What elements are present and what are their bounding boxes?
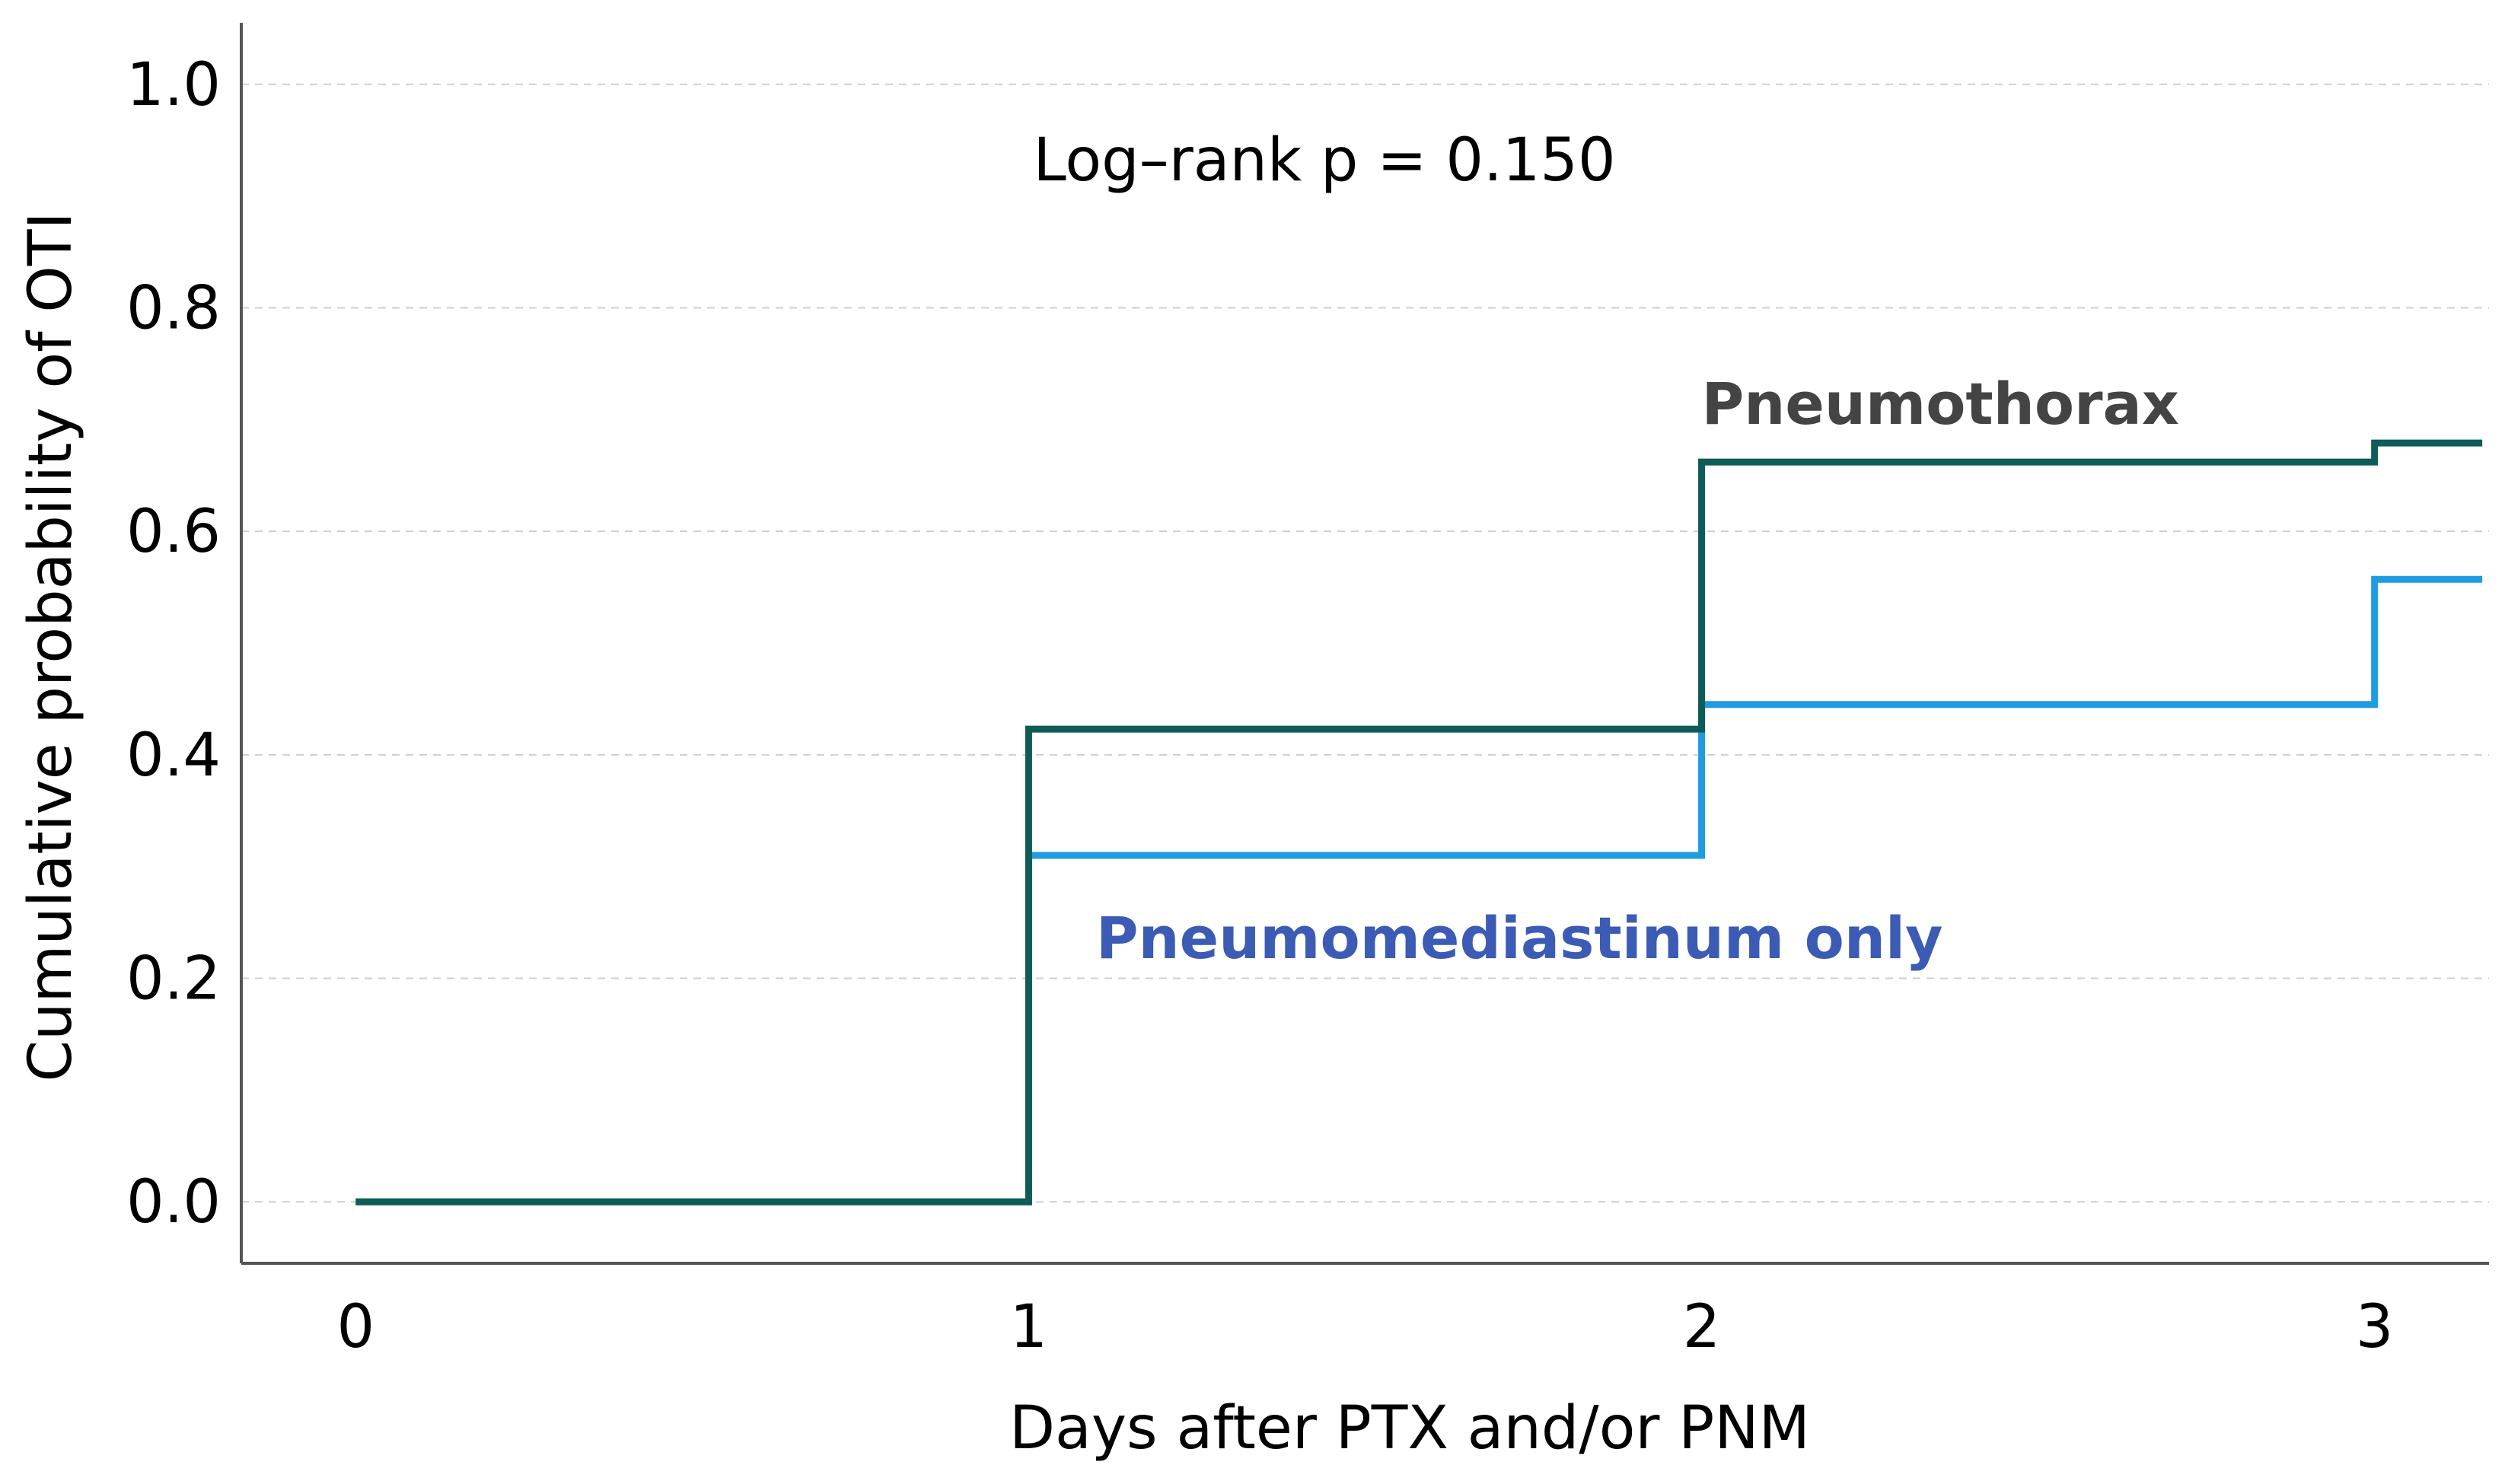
series-label-1: Pneumothorax (1702, 370, 2179, 438)
y-axis-title: Cumulative probability of OTI (17, 212, 85, 1082)
series-layer (355, 439, 2483, 1205)
grid-layer (241, 83, 2489, 1203)
axis-layer: 0.0 0.2 0.4 0.6 0.8 1.0 0 1 2 3 (126, 23, 2489, 1361)
y-tick-label: 0.2 (126, 945, 221, 1014)
x-tick-label: 0 (336, 1293, 374, 1361)
series-line-1 (355, 439, 2483, 1205)
x-tick-label: 1 (1010, 1293, 1048, 1361)
x-tick-label: 3 (2356, 1293, 2394, 1361)
logrank-annotation: Log–rank p = 0.150 (1033, 126, 1615, 195)
y-tick-label: 1.0 (126, 51, 221, 119)
y-tick-label: 0.4 (126, 721, 221, 790)
x-tick-label: 2 (1683, 1293, 1721, 1361)
y-tick-label: 0.8 (126, 274, 221, 342)
series-label-0: Pneumomediastinum only (1096, 904, 1943, 972)
y-tick-label: 0.0 (126, 1168, 221, 1237)
x-axis-title: Days after PTX and/or PNM (1009, 1394, 1810, 1463)
label-layer: Pneumomediastinum only Pneumothorax (1096, 370, 2179, 972)
y-tick-label: 0.6 (126, 498, 221, 566)
series-line-0 (355, 575, 2483, 1205)
